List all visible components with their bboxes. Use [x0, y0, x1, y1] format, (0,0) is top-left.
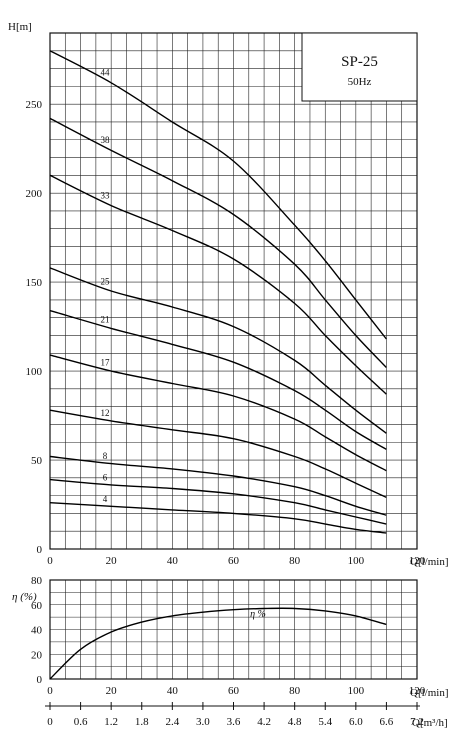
efficiency-curves: η % — [49, 607, 387, 680]
head-x-tick-label: 20 — [106, 555, 118, 567]
flow-m3h-tick-label: 4.8 — [288, 716, 302, 728]
head-y-tick-label: 50 — [31, 455, 43, 467]
efficiency-x-tick-label: 120 — [409, 685, 426, 697]
head-curve-12 — [49, 409, 387, 499]
efficiency-chart-ticks: 0 20 40 60 80 100 120 0 20 40 60 80 — [31, 575, 426, 697]
head-x-tick-label: 120 — [409, 555, 426, 567]
flow-m3h-tick-label: 3.6 — [227, 716, 241, 728]
efficiency-y-tick-label: 0 — [37, 674, 43, 686]
head-curve-25 — [49, 267, 387, 434]
head-y-tick-label: 200 — [26, 188, 43, 200]
efficiency-y-tick-label: 80 — [31, 575, 43, 587]
chart-title: SP-25 — [341, 54, 378, 70]
flow-m3h-tick-label: 6.6 — [380, 716, 394, 728]
efficiency-curve — [49, 607, 387, 680]
head-curve-label: 6 — [103, 472, 108, 482]
head-x-axis-label: Q[l/min] — [410, 556, 449, 568]
flow-m3h-tick-label: 6.0 — [349, 716, 363, 728]
head-y-tick-label: 100 — [26, 366, 43, 378]
flow-m3h-tick-label: 4.2 — [257, 716, 271, 728]
head-y-axis-label: H[m] — [8, 21, 32, 33]
flow-m3h-tick-label: 5.4 — [318, 716, 332, 728]
efficiency-chart: η % 0 20 40 60 80 100 120 0 20 40 60 80 η (%) Q[l/m… — [12, 575, 449, 699]
flow-m3h-tick-label: 1.2 — [104, 716, 118, 728]
efficiency-y-tick-label: 40 — [31, 625, 43, 637]
efficiency-x-tick-label: 100 — [348, 685, 365, 697]
head-x-tick-label: 0 — [47, 555, 53, 567]
head-curve-label: 8 — [103, 451, 108, 461]
head-curves: 44 38 33 25 21 17 12 8 6 4 — [49, 50, 387, 534]
head-curve-label: 21 — [101, 315, 110, 325]
efficiency-y-axis-label: η (%) — [12, 591, 37, 603]
head-curve-label: 17 — [101, 357, 111, 367]
head-x-tick-label: 60 — [228, 555, 240, 567]
flow-m3h-tick-label: 2.4 — [165, 716, 179, 728]
efficiency-x-tick-label: 40 — [167, 685, 179, 697]
head-curve-label: 4 — [103, 494, 108, 504]
efficiency-chart-frame — [49, 579, 418, 680]
head-curve-label: 33 — [101, 191, 111, 201]
efficiency-x-tick-label: 0 — [47, 685, 53, 697]
flow-m3h-tick-label: 0.6 — [74, 716, 88, 728]
head-x-tick-label: 40 — [167, 555, 179, 567]
head-curve-label: 25 — [101, 277, 111, 287]
flow-m3h-tick-label: 1.8 — [135, 716, 149, 728]
head-curve-label: 12 — [101, 408, 110, 418]
head-curve-4 — [49, 502, 387, 534]
head-y-tick-label: 0 — [37, 544, 43, 556]
head-curve-21 — [49, 309, 387, 451]
head-chart-frame — [49, 32, 418, 550]
head-curve-38 — [49, 117, 387, 368]
efficiency-x-tick-label: 20 — [106, 685, 118, 697]
head-curve-33 — [49, 174, 387, 395]
efficiency-curve-label: η % — [250, 609, 266, 620]
head-y-tick-label: 150 — [26, 277, 43, 289]
efficiency-x-tick-label: 80 — [289, 685, 301, 697]
head-curve-label: 44 — [101, 68, 111, 78]
head-x-tick-label: 80 — [289, 555, 301, 567]
head-chart: 44 38 33 25 21 17 12 8 6 4 0 20 40 60 80 100 120 0 50 100 1… — [8, 21, 449, 568]
flow-m3h-tick-label: 0 — [47, 716, 53, 728]
head-curve-6 — [49, 478, 387, 525]
efficiency-x-axis-label: Q[l/min] — [410, 687, 449, 699]
head-x-tick-label: 100 — [348, 555, 365, 567]
head-chart-ticks: 0 20 40 60 80 100 120 0 50 100 150 200 250 — [26, 99, 426, 567]
head-curve-label: 38 — [101, 135, 111, 145]
flow-m3h-tick-label: 3.0 — [196, 716, 210, 728]
efficiency-y-tick-label: 20 — [31, 649, 43, 661]
head-curve-17 — [49, 354, 387, 472]
flow-m3h-axis: 0 0.6 1.2 1.8 2.4 3.0 3.6 4.2 4.8 5.4 6.0 6.6 7.2 Q[… — [45, 702, 448, 729]
head-curve-44 — [49, 50, 387, 340]
chart-title-box: SP-25 50Hz — [301, 32, 418, 102]
efficiency-x-tick-label: 60 — [228, 685, 240, 697]
chart-subtitle: 50Hz — [348, 76, 372, 88]
efficiency-y-tick-label: 60 — [31, 600, 43, 612]
flow-m3h-axis-label: Q[m³/h] — [412, 717, 448, 729]
efficiency-chart-grid — [49, 579, 418, 680]
flow-m3h-tick-label: 7.2 — [410, 716, 424, 728]
flow-m3h-ticks: 0 0.6 1.2 1.8 2.4 3.0 3.6 4.2 4.8 5.4 6.0 6.6 7.2 — [47, 702, 424, 728]
head-curve-8 — [49, 455, 387, 516]
head-y-tick-label: 250 — [26, 99, 43, 111]
